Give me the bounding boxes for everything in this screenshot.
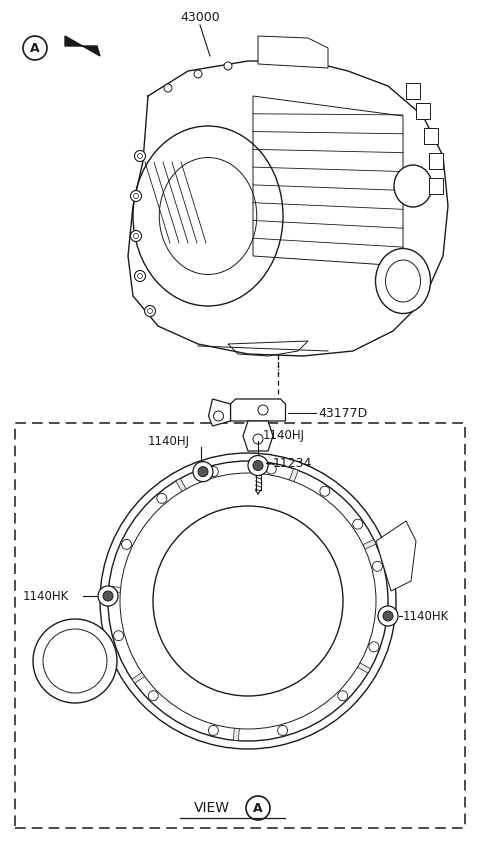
Polygon shape — [230, 399, 286, 421]
Polygon shape — [128, 61, 448, 356]
Polygon shape — [429, 178, 443, 194]
Circle shape — [33, 619, 117, 703]
Circle shape — [208, 466, 218, 476]
Text: 1140HK: 1140HK — [23, 590, 69, 602]
Circle shape — [372, 561, 383, 571]
Polygon shape — [176, 479, 186, 492]
Circle shape — [248, 455, 268, 475]
Circle shape — [131, 230, 142, 241]
Circle shape — [157, 493, 167, 503]
Circle shape — [100, 453, 396, 749]
Circle shape — [134, 271, 145, 282]
Text: A: A — [253, 801, 263, 815]
Circle shape — [369, 642, 379, 651]
Polygon shape — [416, 103, 430, 119]
Polygon shape — [258, 36, 328, 68]
Polygon shape — [406, 83, 420, 99]
Polygon shape — [289, 469, 298, 481]
Circle shape — [353, 519, 363, 529]
Text: 1140HJ: 1140HJ — [148, 435, 190, 448]
Circle shape — [134, 151, 145, 162]
Polygon shape — [208, 399, 230, 426]
Circle shape — [164, 84, 172, 92]
Polygon shape — [424, 128, 438, 144]
Polygon shape — [363, 540, 376, 549]
Circle shape — [378, 606, 398, 626]
Ellipse shape — [394, 165, 432, 207]
Text: 1140HJ: 1140HJ — [263, 429, 305, 442]
Text: VIEW: VIEW — [194, 801, 230, 815]
Text: A: A — [30, 41, 40, 54]
Circle shape — [23, 36, 47, 60]
Ellipse shape — [375, 249, 431, 314]
Text: 11234: 11234 — [273, 457, 312, 470]
Polygon shape — [108, 586, 120, 592]
Polygon shape — [132, 673, 144, 684]
Polygon shape — [243, 421, 273, 451]
Text: 43000: 43000 — [180, 11, 220, 24]
Text: 1140HK: 1140HK — [403, 609, 449, 623]
Circle shape — [266, 464, 276, 474]
Circle shape — [208, 725, 218, 735]
Polygon shape — [233, 728, 240, 741]
Circle shape — [320, 486, 330, 497]
Circle shape — [98, 586, 118, 606]
Circle shape — [383, 611, 393, 621]
Text: 43177D: 43177D — [318, 406, 367, 420]
Circle shape — [224, 62, 232, 70]
Circle shape — [246, 796, 270, 820]
Polygon shape — [376, 521, 416, 591]
Circle shape — [338, 690, 348, 700]
Circle shape — [198, 467, 208, 476]
Polygon shape — [358, 662, 371, 673]
Circle shape — [253, 460, 263, 470]
Circle shape — [153, 506, 343, 696]
Circle shape — [144, 305, 156, 316]
Circle shape — [193, 462, 213, 481]
Polygon shape — [429, 153, 443, 169]
Circle shape — [114, 630, 123, 640]
Circle shape — [103, 591, 113, 601]
Circle shape — [121, 540, 132, 549]
Circle shape — [194, 70, 202, 78]
Circle shape — [131, 190, 142, 201]
Circle shape — [278, 725, 288, 735]
Circle shape — [148, 690, 158, 700]
Polygon shape — [65, 36, 100, 56]
